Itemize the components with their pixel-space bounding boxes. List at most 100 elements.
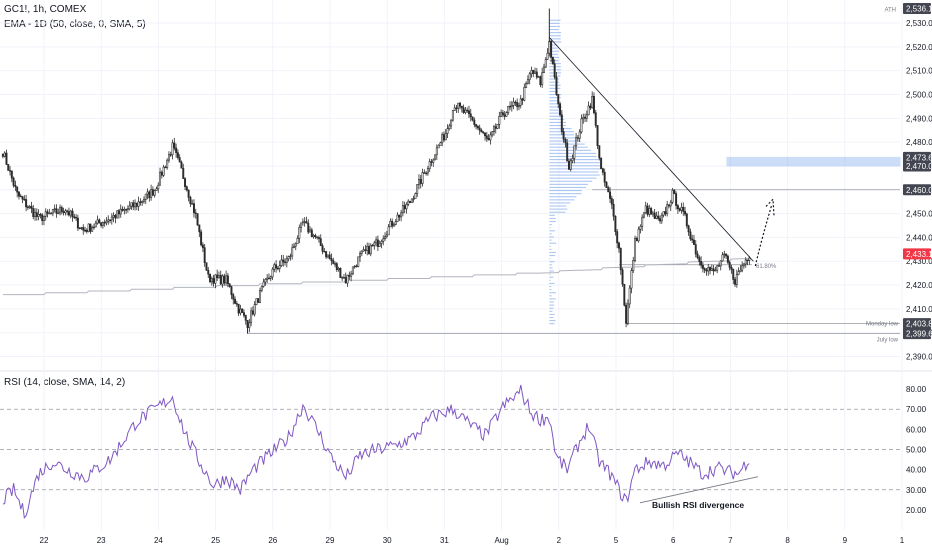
candle-body [687, 225, 690, 233]
candle-body [125, 209, 128, 211]
candle-body [555, 76, 558, 95]
candle-body [287, 256, 290, 260]
candle-body [378, 242, 381, 247]
candle-body [384, 236, 387, 240]
last-price-badge: 2,433.1 [906, 250, 932, 259]
candle-body [105, 220, 108, 224]
candle-body [225, 275, 228, 284]
time-tick-label: 25 [211, 536, 220, 545]
candle-body [176, 152, 179, 158]
price-level-badge: 2,473.6 [906, 153, 932, 162]
candle-body [89, 223, 92, 232]
volume-profile-bar [549, 50, 560, 52]
candle-body [259, 290, 262, 303]
time-tick-label: 22 [40, 536, 49, 545]
candle-body [614, 215, 617, 232]
volume-profile-bar [549, 202, 571, 204]
candle-body [139, 201, 142, 203]
candle-body [160, 171, 163, 176]
candle-body [94, 222, 97, 228]
candle-body [371, 245, 374, 247]
candle-body [228, 283, 231, 288]
candle-body [339, 268, 342, 278]
candle-body [234, 298, 237, 304]
candle-body [471, 116, 474, 121]
candle-body [594, 112, 597, 126]
candle-body [641, 216, 644, 227]
candle-body [732, 269, 735, 280]
candle-body [91, 227, 94, 232]
candle-body [412, 198, 415, 200]
candle-body [510, 105, 513, 108]
candle-body [478, 127, 481, 131]
candle-body [623, 283, 626, 306]
candle-body [741, 265, 744, 271]
volume-profile-bar [549, 97, 561, 99]
candle-body [541, 72, 544, 86]
volume-profile-bar [549, 47, 558, 49]
candle-body [141, 201, 144, 203]
candle-body [255, 298, 258, 305]
candle-body [67, 211, 70, 216]
candle-body [460, 105, 463, 109]
candle-body [235, 303, 238, 305]
candle-body [107, 219, 110, 222]
descending-trendline [549, 37, 754, 262]
candle-body [571, 157, 574, 162]
candle-body [251, 310, 254, 315]
candle-body [682, 207, 685, 212]
candle-body [592, 95, 595, 113]
candle-body [301, 221, 304, 224]
candle-body [119, 208, 122, 215]
candle-body [480, 129, 483, 133]
candle-body [223, 275, 226, 284]
candle-body [609, 191, 612, 199]
candle-body [721, 254, 724, 262]
candle-body [332, 260, 335, 264]
candle-body [425, 172, 428, 175]
candle-body [519, 98, 522, 106]
candle-body [175, 147, 178, 154]
candle-body [353, 265, 356, 268]
candle-body [598, 145, 601, 159]
candle-body [676, 205, 679, 210]
candle-body [550, 40, 553, 58]
volume-profile-bar [549, 84, 561, 86]
candle-body [262, 281, 265, 287]
candle-body [734, 279, 737, 285]
candle-body [253, 304, 256, 315]
candle-body [130, 202, 133, 207]
candle-body [360, 250, 363, 254]
candle-body [605, 181, 608, 189]
volume-profile-bar [549, 208, 568, 210]
volume-profile-bar [549, 282, 555, 284]
volume-profile-bar [549, 171, 599, 173]
candle-body [137, 201, 140, 207]
volume-profile-bar [549, 276, 554, 278]
candle-body [635, 237, 638, 242]
annotations: ATH Monday low July low 61.80% [549, 8, 899, 344]
candle-body [375, 239, 378, 244]
candle-body [9, 170, 12, 172]
candle-body [625, 304, 628, 324]
candle-body [380, 241, 383, 244]
candle-body [64, 210, 67, 214]
volume-profile-bar [549, 183, 589, 185]
candle-body [448, 125, 451, 129]
candle-body [317, 237, 320, 239]
candle-body [475, 124, 478, 127]
candle-body [80, 227, 83, 229]
candle-body [437, 145, 440, 149]
candle-body [405, 204, 408, 210]
candle-body [464, 109, 467, 113]
resistance-zone [726, 156, 901, 167]
candle-body [116, 210, 119, 219]
candle-body [201, 244, 204, 249]
candle-body [217, 274, 220, 279]
volume-profile-bar [549, 149, 591, 151]
candle-body [307, 222, 310, 233]
candle-body [719, 260, 722, 267]
candle-body [216, 274, 219, 279]
candle-body [601, 168, 604, 173]
